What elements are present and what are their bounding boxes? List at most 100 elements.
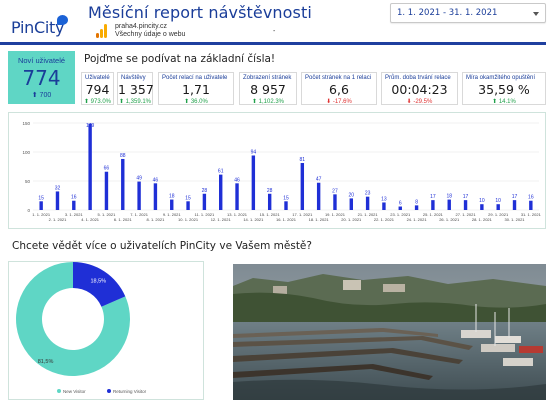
date-range-select[interactable]: 1. 1. 2021 - 31. 1. 2021 xyxy=(390,3,546,23)
bar xyxy=(170,199,174,210)
x-tick-label: 29. 1. 2021 xyxy=(488,212,509,217)
pie-slice xyxy=(73,262,126,307)
y-tick-label: 100 xyxy=(22,150,30,155)
bar xyxy=(121,158,125,210)
pie-chart-svg: 81,5% 18,5% New Visitor Returning Visitor xyxy=(16,262,147,394)
page-title: Měsíční report návštěvnosti xyxy=(88,3,312,22)
speech-bubble-icon xyxy=(57,15,68,25)
new-users-delta: ⬆ 700 xyxy=(31,92,52,99)
bar-value-label: 49 xyxy=(136,176,142,182)
bar-value-label: 17 xyxy=(463,194,469,200)
kpi-delta: ⬆ 14.1% xyxy=(492,99,516,105)
kpi-label: Uživatelé xyxy=(85,75,110,81)
bar-value-label: 15 xyxy=(283,195,289,201)
x-tick-label: 16. 1. 2021 xyxy=(276,217,297,222)
kpi-card-sessions-per-user: Počet relací na uživatele 1,71 ⬆ 36.0% xyxy=(158,72,234,105)
bar xyxy=(88,123,92,210)
kpi-card-pageviews: Zobrazení stránek 8 957 ⬆ 1,102.3% xyxy=(239,72,297,105)
kpi-label: Zobrazení stránek xyxy=(243,75,292,81)
kpi-delta: ⬇ -17.6% xyxy=(326,99,352,105)
x-tick-label: 30. 1. 2021 xyxy=(505,217,526,222)
daily-users-chart: 0 50 100 150 15 1. 1. 2021 32 2. 1. 2021 16 3. 1.… xyxy=(8,112,546,229)
bar xyxy=(463,200,468,210)
harbour-photo-image xyxy=(233,264,546,400)
bar xyxy=(480,204,484,210)
bar xyxy=(202,193,207,210)
bar xyxy=(365,196,370,210)
bar-value-label: 8 xyxy=(415,199,418,205)
new-users-value: 774 xyxy=(22,66,61,90)
bar-value-label: 27 xyxy=(332,188,338,194)
bar xyxy=(186,201,190,210)
kpi-value: 1,71 xyxy=(182,82,210,97)
bar-chart-svg: 0 50 100 150 15 1. 1. 2021 32 2. 1. 2021 16 3. 1.… xyxy=(22,121,542,222)
kpi-card-avg-session-duration: Prům. doba trvání relace 00:04:23 ⬇ -29.… xyxy=(381,72,458,105)
kpi-label: Prům. doba trvání relace xyxy=(385,75,451,81)
bar xyxy=(316,182,321,210)
kpi-label: Počet stránek na 1 relaci xyxy=(305,75,372,81)
legend-label: New Visitor xyxy=(63,389,86,394)
bar-value-label: 61 xyxy=(218,169,224,175)
visitor-type-chart: 81,5% 18,5% New Visitor Returning Visitor xyxy=(8,261,204,400)
kpi-card-users: Uživatelé 794 ⬆ 973.0% xyxy=(81,72,114,105)
kpi-delta: ⬇ -29.5% xyxy=(406,99,433,105)
bar xyxy=(398,206,402,210)
bar-value-label: 18 xyxy=(446,194,452,200)
bar xyxy=(104,171,109,210)
bar-value-label: 15 xyxy=(185,195,191,201)
section-heading-users: Chcete vědět více o uživatelích PinCity … xyxy=(12,240,312,252)
chevron-down-icon xyxy=(533,12,539,16)
x-tick-label: 26. 1. 2021 xyxy=(439,217,460,222)
kpi-value: 794 xyxy=(85,82,110,97)
bar-value-label: 17 xyxy=(512,194,518,200)
bar xyxy=(284,201,288,210)
kpi-delta: ⬆ 1,102.3% xyxy=(251,99,285,105)
x-tick-label: 1. 1. 2021 xyxy=(32,212,51,217)
legend-label: Returning Visitor xyxy=(113,389,147,394)
x-tick-label: 9. 1. 2021 xyxy=(163,212,182,217)
kpi-delta: ⬆ 1,359.1% xyxy=(118,99,152,105)
bar-value-label: 16 xyxy=(71,195,77,201)
bar-value-label: 66 xyxy=(104,166,110,172)
x-tick-label: 27. 1. 2021 xyxy=(456,212,477,217)
bar xyxy=(251,155,256,210)
x-tick-label: 5. 1. 2021 xyxy=(98,212,117,217)
x-tick-label: 12. 1. 2021 xyxy=(211,217,232,222)
bar-value-label: 94 xyxy=(251,149,257,155)
x-tick-label: 8. 1. 2021 xyxy=(147,217,166,222)
bar xyxy=(512,200,517,210)
logo-text: PinCity xyxy=(11,18,65,37)
x-tick-label: 4. 1. 2021 xyxy=(81,217,100,222)
bar-value-label: 6 xyxy=(399,201,402,207)
pie-slice xyxy=(16,262,130,376)
bar-value-label: 88 xyxy=(120,153,126,159)
bar-value-label: 17 xyxy=(430,194,436,200)
bar-value-label: 46 xyxy=(234,177,240,183)
x-tick-label: 31. 1. 2021 xyxy=(521,212,542,217)
bar xyxy=(39,201,43,210)
bar-value-label: 15 xyxy=(38,195,44,201)
bar xyxy=(137,181,141,210)
bar-value-label: 13 xyxy=(381,196,387,202)
bar xyxy=(72,200,76,210)
bar xyxy=(55,191,60,210)
bar-value-label: 81 xyxy=(300,157,306,163)
new-users-label: Noví uživatelé xyxy=(17,56,66,65)
harbour-photo xyxy=(233,264,546,400)
bar-value-label: 28 xyxy=(267,188,273,194)
bar xyxy=(153,183,158,210)
header-divider xyxy=(0,42,546,45)
y-tick-label: 0 xyxy=(27,208,30,213)
y-tick-label: 150 xyxy=(22,121,30,126)
x-tick-label: 20. 1. 2021 xyxy=(341,217,362,222)
x-tick-label: 13. 1. 2021 xyxy=(227,212,248,217)
x-tick-label: 17. 1. 2021 xyxy=(292,212,313,217)
x-tick-label: 25. 1. 2021 xyxy=(423,212,444,217)
section-heading-basics: Pojďme se podívat na základní čísla! xyxy=(84,53,276,65)
x-tick-label: 23. 1. 2021 xyxy=(390,212,411,217)
x-tick-label: 28. 1. 2021 xyxy=(472,217,493,222)
x-tick-label: 18. 1. 2021 xyxy=(309,217,330,222)
x-tick-label: 2. 1. 2021 xyxy=(49,217,68,222)
kpi-card-bounce-rate: Míra okamžitého opuštění 35,59 % ⬆ 14.1% xyxy=(462,72,546,105)
bar xyxy=(447,199,451,210)
